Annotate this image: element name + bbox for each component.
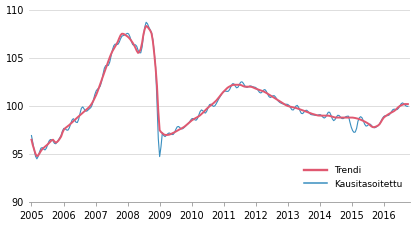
Legend: Trendi, Kausitasoitettu: Trendi, Kausitasoitettu <box>300 162 406 192</box>
